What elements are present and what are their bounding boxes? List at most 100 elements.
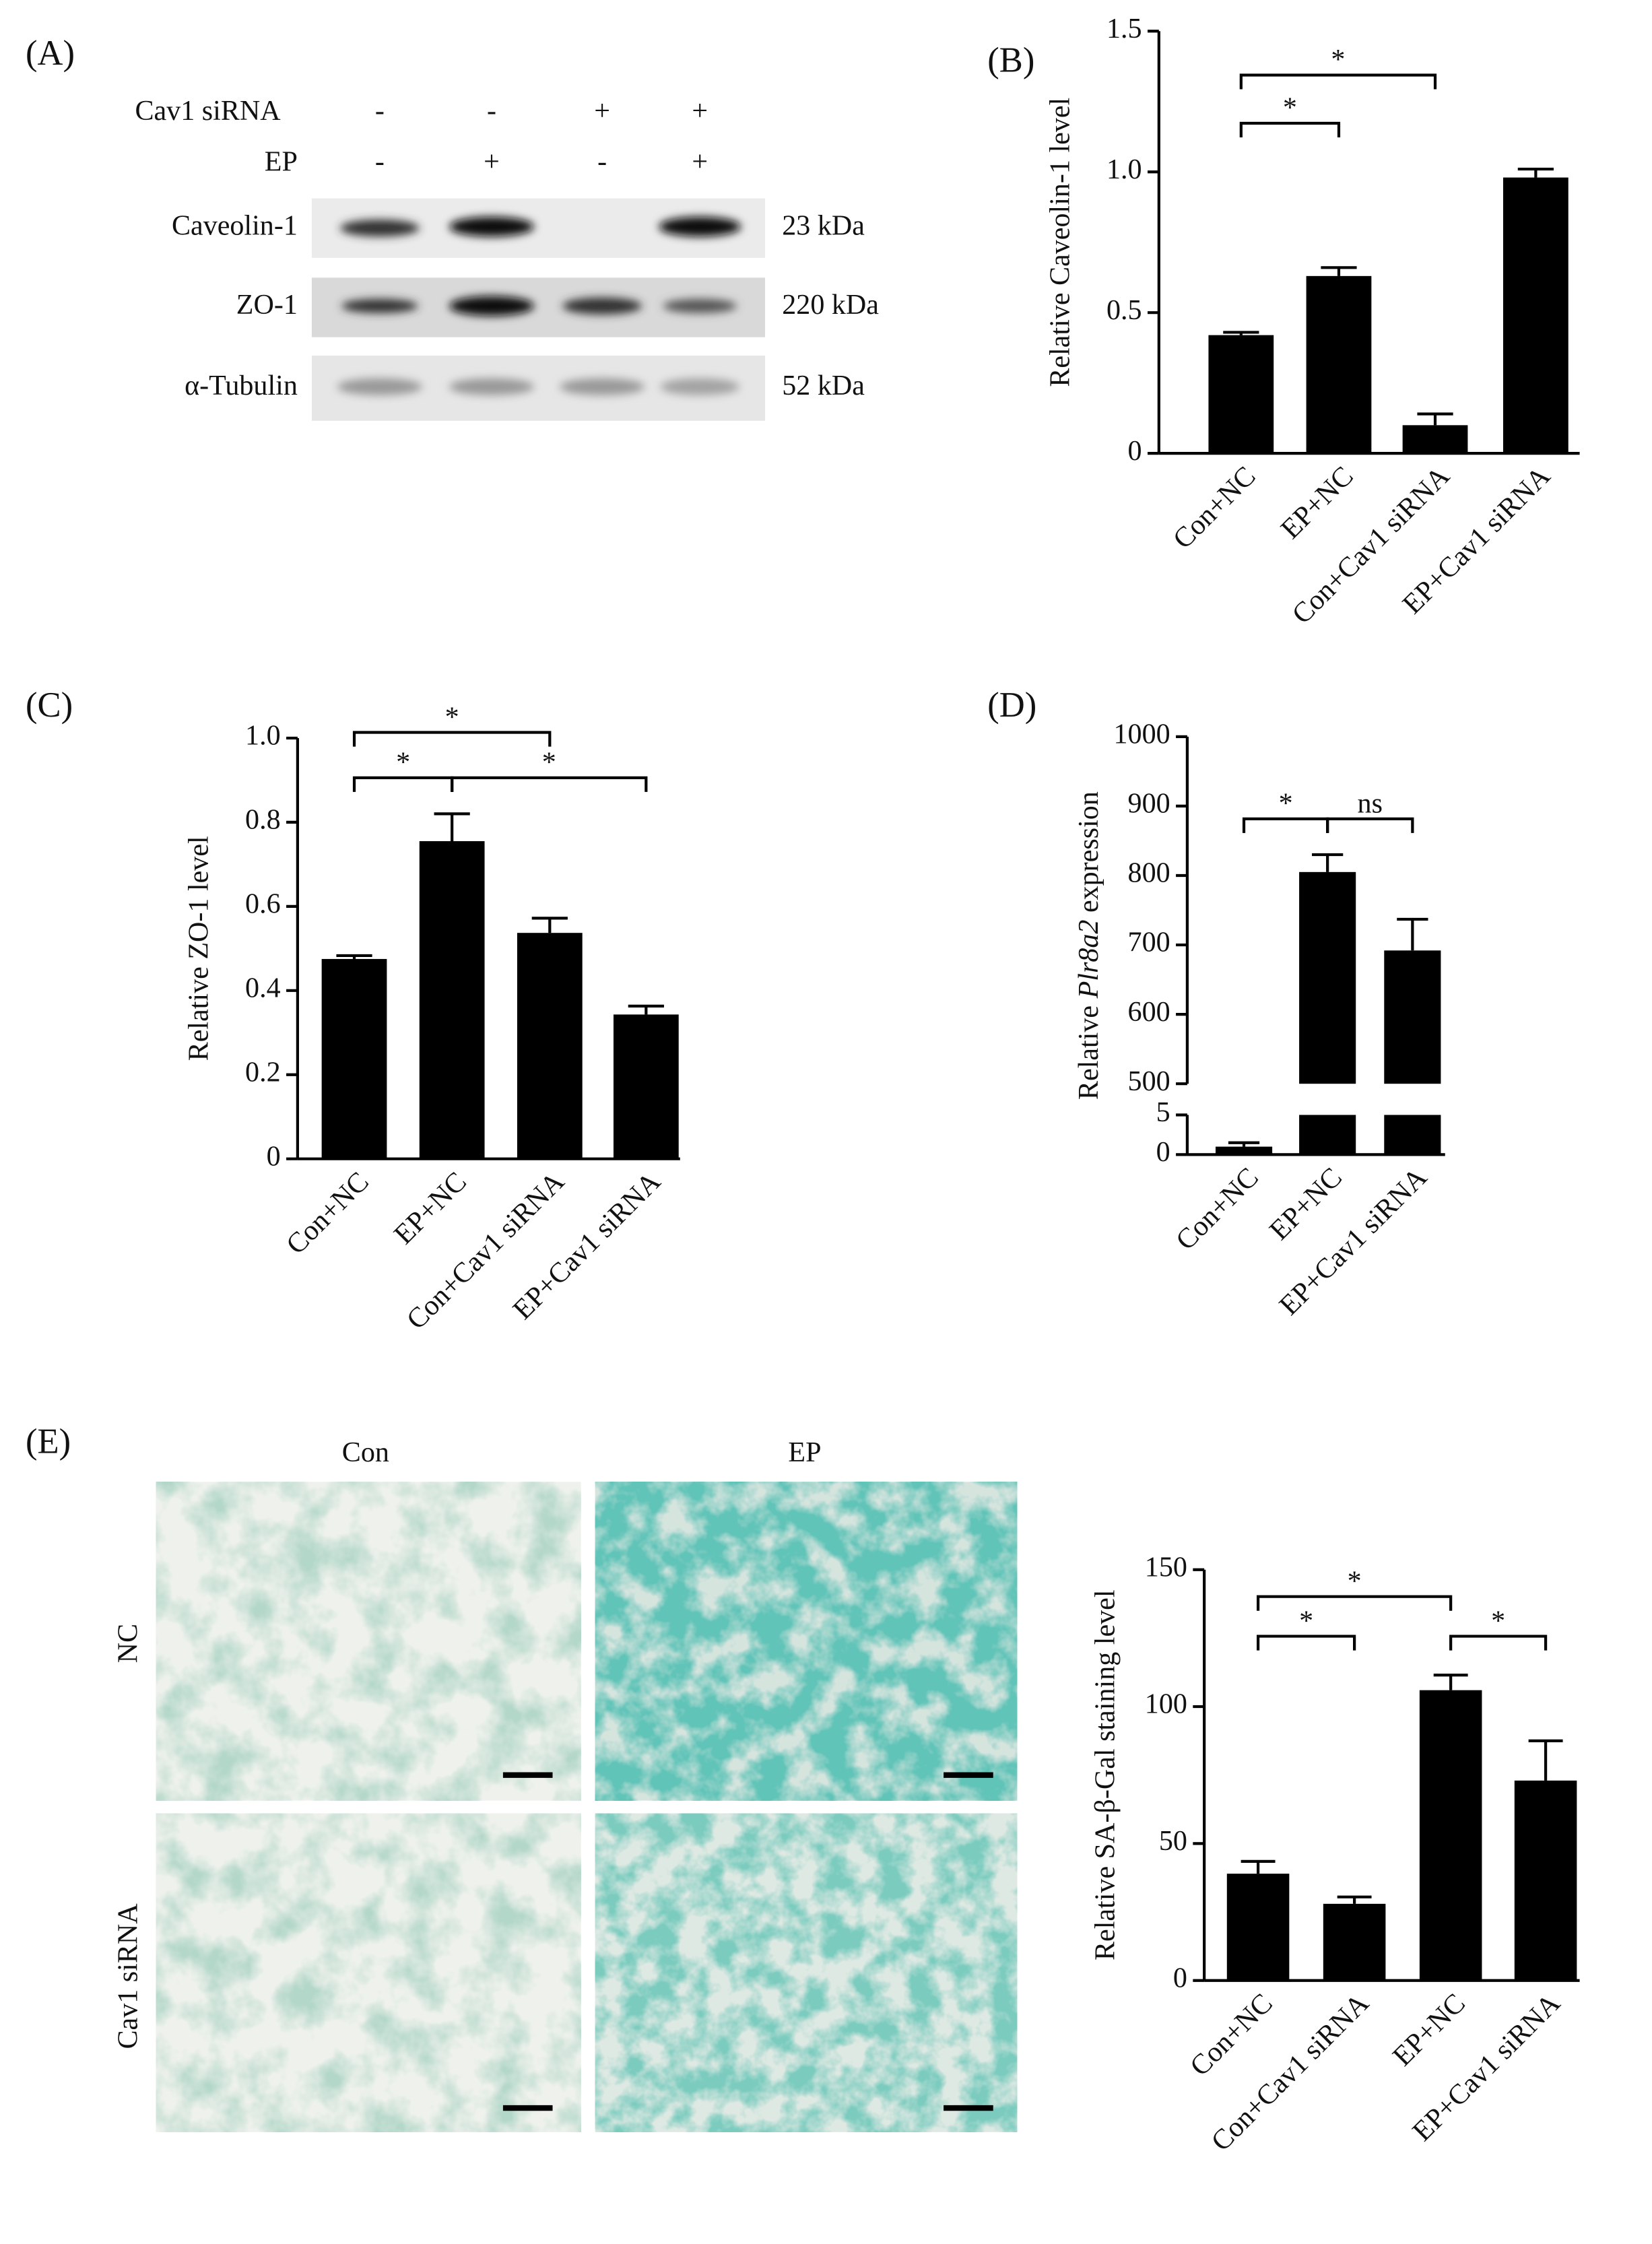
y-tick-label: 100 [1145,1689,1187,1720]
band-size: 23 kDa [782,210,865,241]
bar [419,841,485,1159]
significance-label: * [1299,1606,1313,1637]
significance-bracket [352,731,552,747]
blot-image [311,198,766,421]
y-tick-label: 150 [1145,1552,1187,1583]
y-tick-label: 5 [1156,1097,1170,1128]
micrograph-images [156,1482,1018,2132]
significance-bracket [1449,1635,1548,1651]
column-label: EP [788,1437,821,1468]
condition-sign: + [692,147,708,178]
x-tick-label: EP+NC [1387,1988,1472,2072]
y-tick-label: 1000 [1114,719,1170,750]
condition-label: Cav1 siRNA [135,96,281,127]
y-tick-label: 700 [1128,927,1170,958]
y-tick-label: 50 [1159,1826,1187,1857]
x-tick-label: Con+NC [1170,1162,1265,1256]
panel-label: (A) [26,34,75,73]
y-tick-label: 0.4 [245,972,281,1003]
significance-label: * [1348,1566,1362,1597]
significance-label: * [1279,789,1293,820]
bar-lower-part [1299,1115,1356,1155]
bar [321,958,387,1159]
bar [1299,871,1356,1084]
significance-label: * [1283,93,1297,124]
condition-sign: + [594,96,610,127]
significance-bracket [1256,1595,1453,1611]
significance-bracket [1239,73,1437,90]
band-protein: ZO-1 [236,290,298,321]
condition-sign: - [597,147,607,178]
y-tick-label: 0 [1128,436,1142,467]
band-protein: α-Tubulin [185,370,298,401]
bar [1402,425,1468,454]
y-tick-label: 0.2 [245,1057,281,1088]
panel-label: (B) [987,41,1034,80]
y-tick-label: 600 [1128,997,1170,1028]
y-tick-label: 1.5 [1106,13,1142,44]
y-tick-label: 0 [1156,1137,1170,1168]
y-tick-label: 1.0 [1106,154,1142,185]
y-tick-label: 0.6 [245,888,281,919]
significance-label: * [445,702,459,733]
panel-label: (D) [987,686,1036,725]
y-tick-label: 0.5 [1106,295,1142,326]
x-tick-label: EP+Cav1 siRNA [1274,1162,1433,1321]
y-axis-label: Relative SA-β-Gal staining level [1090,1589,1121,1960]
bar [1208,335,1274,454]
y-tick-label: 800 [1128,858,1170,889]
row-label: Cav1 siRNA [112,1903,143,2049]
x-tick-label: EP+NC [1264,1162,1348,1246]
bar [1226,1874,1290,1981]
bar [1419,1690,1482,1981]
y-tick-label: 900 [1128,789,1170,820]
y-axis-label-part: expression [1073,791,1104,919]
panel-label: (E) [26,1422,71,1461]
bar [517,933,583,1159]
y-tick-label: 500 [1128,1066,1170,1097]
condition-sign: + [692,96,708,127]
x-tick-label: Con+NC [281,1166,375,1261]
significance-label: * [1491,1606,1505,1637]
significance-label: * [542,748,556,779]
significance-label: ns [1358,789,1383,820]
band-protein: Caveolin-1 [172,210,298,241]
significance-bracket [352,776,454,792]
significance-bracket [1326,817,1414,833]
significance-bracket [1239,121,1341,138]
x-tick-label: Con+NC [1167,461,1261,555]
significance-bracket [1242,817,1329,833]
significance-label: * [1331,44,1345,75]
y-axis-label-part: Relative [1073,998,1104,1100]
bar [1215,1146,1273,1155]
bar [1514,1780,1577,1981]
panel-label: (C) [26,686,73,725]
condition-label: EP [265,147,298,178]
band-size: 220 kDa [782,290,879,321]
y-axis-label: Relative ZO-1 level [183,836,214,1061]
row-label: NC [112,1624,143,1663]
condition-sign: - [375,96,385,127]
x-tick-label: EP+NC [389,1166,473,1251]
bar [1323,1903,1386,1981]
significance-label: * [396,748,410,779]
bar [613,1014,679,1159]
bar-lower-part [1384,1115,1441,1155]
condition-sign: + [484,147,500,178]
x-tick-label: EP+NC [1275,461,1359,545]
column-label: Con [342,1437,389,1468]
bar [1502,177,1568,454]
y-tick-label: 1.0 [245,721,281,752]
y-tick-label: 0 [1173,1962,1187,1993]
significance-bracket [451,776,648,792]
y-tick-label: 0.8 [245,805,281,836]
condition-sign: - [375,147,385,178]
y-tick-label: 0 [267,1141,281,1172]
y-axis-label: Relative Plr8a2 expression [1073,791,1104,1100]
y-axis-label: Relative Caveolin-1 level [1045,98,1076,387]
band-size: 52 kDa [782,370,865,401]
significance-bracket [1256,1635,1356,1651]
x-tick-label: Con+NC [1185,1988,1279,2082]
condition-sign: - [487,96,496,127]
